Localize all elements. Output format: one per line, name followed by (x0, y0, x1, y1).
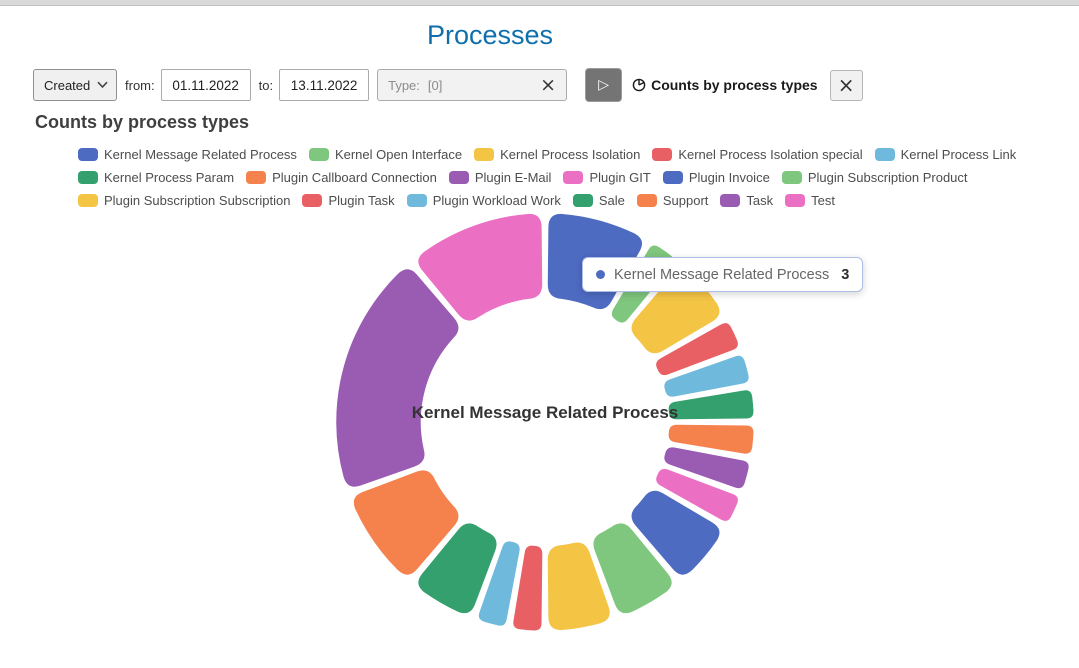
legend-label: Kernel Message Related Process (104, 146, 297, 162)
run-button[interactable]: ▷ (585, 68, 623, 102)
legend-label: Plugin GIT (589, 169, 651, 185)
donut-segment-task[interactable] (333, 266, 462, 490)
donut-segment-test[interactable] (415, 211, 545, 324)
legend-swatch (572, 193, 593, 207)
donut-segment-plugin-subscription-subscription[interactable] (545, 539, 613, 633)
donut-segment-support[interactable] (351, 467, 462, 578)
donut-segment-plugin-invoice[interactable] (628, 488, 722, 578)
legend-label: Kernel Process Link (900, 146, 1017, 162)
legend-label: Support (662, 192, 709, 208)
page-title: Processes (426, 20, 554, 50)
legend-swatch (662, 170, 683, 184)
legend-item[interactable]: Test (785, 192, 835, 208)
legend-label: Kernel Process Isolation (500, 146, 641, 162)
legend-label: Plugin Task (328, 192, 395, 208)
legend-item[interactable]: Kernel Message Related Process (78, 146, 297, 162)
legend-item[interactable]: Support (636, 192, 709, 208)
legend-swatch (874, 147, 895, 161)
legend-label: Task (746, 192, 774, 208)
legend-item[interactable]: Plugin Callboard Connection (246, 169, 437, 185)
legend-swatch (652, 147, 673, 161)
tooltip-value: 3 (841, 266, 850, 283)
legend-swatch (78, 193, 98, 207)
field-selector-value: Created (44, 77, 91, 93)
legend-label: Plugin Workload Work (432, 192, 561, 208)
chevron-down-icon (97, 81, 108, 89)
close-icon: × (837, 73, 855, 97)
close-chart-button[interactable]: × (829, 69, 863, 101)
legend-item[interactable]: Plugin GIT (563, 169, 651, 185)
clear-icon[interactable]: × (540, 73, 557, 96)
legend-label: Sale (598, 192, 625, 208)
to-date-input[interactable] (279, 69, 370, 101)
legend-label: Plugin Invoice (688, 169, 770, 185)
filter-toolbar: Created from: to: Type: [0] × ▷ Counts b… (33, 67, 863, 103)
from-label: from: (125, 77, 155, 93)
donut-segment-sale[interactable] (415, 520, 500, 616)
window-top-strip (0, 0, 1079, 6)
chart-type-toggle[interactable]: Counts by process types (632, 77, 818, 93)
chart-tooltip: Kernel Message Related Process 3 (582, 257, 864, 292)
legend-item[interactable]: Task (720, 192, 774, 208)
legend-swatch (474, 147, 495, 161)
chart-type-toggle-label: Counts by process types (651, 77, 818, 93)
legend-swatch (448, 170, 469, 184)
legend-item[interactable]: Plugin Invoice (662, 169, 770, 185)
legend-label: Test (811, 192, 835, 208)
legend-item[interactable]: Plugin E-Mail (448, 169, 552, 185)
legend-label: Plugin Callboard Connection (272, 169, 437, 185)
legend-label: Plugin E-Mail (474, 169, 552, 185)
legend-item[interactable]: Plugin Subscription Subscription (78, 192, 291, 208)
legend-swatch (720, 193, 741, 207)
legend-item[interactable]: Kernel Process Isolation (474, 146, 641, 162)
donut-segment-plugin-git[interactable] (653, 466, 741, 524)
legend-swatch (406, 193, 427, 207)
to-label: to: (258, 77, 274, 93)
legend-item[interactable]: Kernel Process Link (874, 146, 1017, 162)
legend-swatch (563, 170, 584, 184)
legend-swatch (636, 193, 657, 207)
donut-segment-plugin-subscription-product[interactable] (590, 520, 675, 616)
legend-item[interactable]: Kernel Open Interface (308, 146, 463, 162)
legend-swatch (308, 147, 329, 161)
chart-legend: Kernel Message Related Process Kernel Ope… (78, 146, 1079, 208)
tooltip-color-dot (596, 270, 605, 279)
legend-label: Kernel Open Interface (334, 146, 463, 162)
donut-segment-plugin-task[interactable] (510, 543, 545, 633)
legend-swatch (78, 147, 98, 161)
chart-heading: Counts by process types (35, 112, 250, 132)
type-filter-value: [0] (427, 77, 443, 93)
chart-center-label: Kernel Message Related Process (411, 403, 679, 422)
legend-label: Kernel Process Param (104, 169, 235, 185)
play-icon: ▷ (598, 77, 609, 93)
legend-item[interactable]: Plugin Subscription Product (781, 169, 968, 185)
legend-label: Plugin Subscription Product (807, 169, 968, 185)
legend-label: Kernel Process Isolation special (678, 146, 863, 162)
legend-label: Plugin Subscription Subscription (104, 192, 291, 208)
donut-segment-kernel-process-param[interactable] (666, 387, 756, 422)
legend-item[interactable]: Plugin Task (302, 192, 395, 208)
donut-segment-plugin-workload-work[interactable] (476, 538, 523, 629)
legend-swatch (78, 170, 98, 184)
chart-area: Kernel Message Related Process (310, 187, 780, 657)
legend-item[interactable]: Plugin Workload Work (406, 192, 561, 208)
donut-segment-plugin-e-mail[interactable] (661, 444, 752, 491)
field-selector[interactable]: Created (33, 69, 117, 101)
pie-chart-icon (632, 78, 646, 92)
type-filter-field[interactable]: Type: [0] × (377, 69, 568, 101)
legend-item[interactable]: Kernel Process Isolation special (652, 146, 863, 162)
legend-swatch (781, 170, 802, 184)
legend-swatch (302, 193, 323, 207)
legend-item[interactable]: Sale (572, 192, 625, 208)
from-date-input[interactable] (160, 69, 251, 101)
type-filter-label: Type: (388, 77, 420, 93)
legend-item[interactable]: Kernel Process Param (78, 169, 235, 185)
donut-chart-svg (333, 211, 756, 633)
donut-segment-plugin-callboard-connection[interactable] (666, 422, 756, 457)
donut-segment-kernel-process-isolation-special[interactable] (653, 320, 741, 378)
legend-swatch (246, 170, 267, 184)
tooltip-label: Kernel Message Related Process (614, 266, 830, 283)
legend-swatch (785, 193, 806, 207)
donut-segment-kernel-process-link[interactable] (661, 353, 752, 400)
